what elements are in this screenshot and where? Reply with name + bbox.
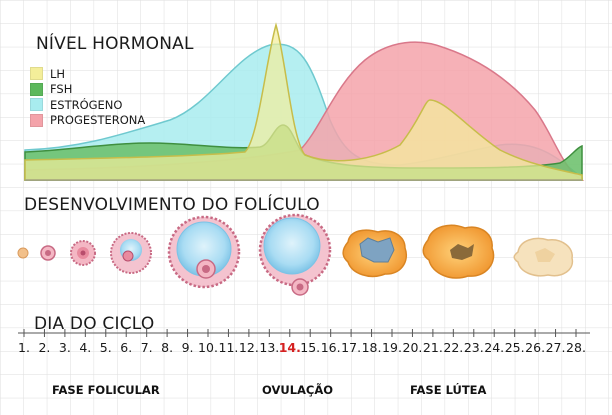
day-label: 9. bbox=[181, 340, 194, 355]
corpus-luteum-early bbox=[342, 229, 407, 278]
day-label: 16. bbox=[320, 340, 341, 355]
day-label: 27. bbox=[545, 340, 566, 355]
day-label: 26. bbox=[525, 340, 546, 355]
legend-swatch-lh bbox=[30, 67, 43, 81]
phase-luteal: FASE LÚTEA bbox=[410, 383, 487, 397]
legend-item-estrogen: ESTRÓGENO bbox=[30, 97, 145, 113]
day-label: 8. bbox=[161, 340, 174, 355]
follicle-stage-3 bbox=[70, 240, 96, 266]
legend-item-fsh: FSH bbox=[30, 82, 145, 98]
day-label: 24. bbox=[484, 340, 505, 355]
day-label: 21. bbox=[422, 340, 443, 355]
day-label: 17. bbox=[341, 340, 362, 355]
legend-swatch-fsh bbox=[30, 82, 43, 96]
phase-ovulation: OVULAÇÃO bbox=[262, 383, 334, 397]
hormone-legend: LH FSH ESTRÓGENO PROGESTERONA bbox=[30, 66, 145, 128]
follicle-stage-5 bbox=[167, 215, 241, 289]
lh-curve bbox=[24, 22, 583, 181]
corpus-luteum-mature bbox=[422, 224, 495, 279]
follicle-stages bbox=[17, 213, 574, 296]
day-label: 13. bbox=[259, 340, 280, 355]
day-label: 25. bbox=[504, 340, 525, 355]
follicle-stage-2 bbox=[40, 245, 56, 261]
legend-label-fsh: FSH bbox=[50, 82, 73, 97]
legend-swatch-estrogen bbox=[30, 98, 43, 112]
day-label: 15. bbox=[300, 340, 321, 355]
legend-item-lh: LH bbox=[30, 66, 145, 82]
day-label: 4. bbox=[79, 340, 92, 355]
follicle-stage-6-ovulation bbox=[258, 213, 332, 296]
follicle-stage-1 bbox=[17, 247, 29, 259]
follicle-development-title: DESENVOLVIMENTO DO FOLÍCULO bbox=[24, 195, 320, 215]
day-label: 22. bbox=[443, 340, 464, 355]
day-label: 11. bbox=[218, 340, 239, 355]
cycle-day-title: DIA DO CICLO bbox=[34, 314, 155, 334]
day-label: 6. bbox=[120, 340, 133, 355]
day-label: 19. bbox=[382, 340, 402, 355]
legend-label-estrogen: ESTRÓGENO bbox=[50, 97, 123, 112]
day-ticks bbox=[23, 329, 577, 337]
day-label: 18. bbox=[361, 340, 382, 355]
day-label: 5. bbox=[99, 340, 112, 355]
legend-item-progesterone: PROGESTERONA bbox=[30, 113, 145, 129]
day-label: 12. bbox=[238, 340, 259, 355]
phase-follicular: FASE FOLICULAR bbox=[52, 383, 160, 397]
corpus-albicans bbox=[513, 237, 574, 277]
hormone-chart bbox=[24, 22, 585, 181]
day-label: 14. bbox=[278, 340, 301, 355]
day-label: 3. bbox=[58, 340, 71, 355]
day-label: 10. bbox=[198, 340, 218, 355]
day-label: 28. bbox=[566, 340, 586, 355]
day-label: 2. bbox=[38, 340, 51, 355]
legend-label-lh: LH bbox=[50, 66, 66, 81]
legend-swatch-progesterone bbox=[30, 113, 43, 127]
day-label: 23. bbox=[463, 340, 484, 355]
day-label: 7. bbox=[140, 340, 153, 355]
day-label: 1. bbox=[18, 340, 30, 355]
hormone-level-title: NÍVEL HORMONAL bbox=[36, 34, 194, 54]
legend-label-progesterone: PROGESTERONA bbox=[50, 113, 146, 128]
day-label: 20. bbox=[402, 340, 423, 355]
follicle-stage-4 bbox=[110, 232, 152, 274]
